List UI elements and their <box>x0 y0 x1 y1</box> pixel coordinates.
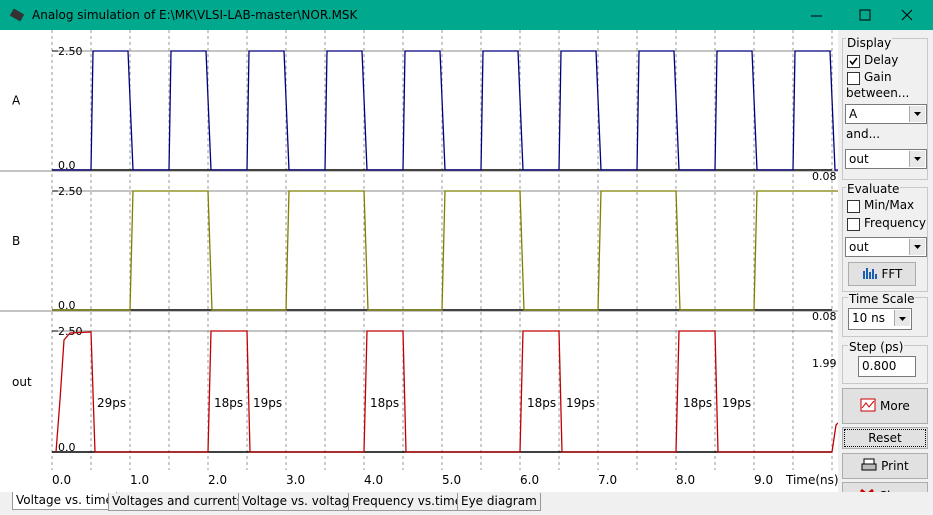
dropdown[interactable]: A <box>845 104 927 124</box>
button-label: Close <box>879 489 912 492</box>
time-tick-label: 6.0 <box>520 473 539 487</box>
dropdown[interactable]: out <box>845 237 927 257</box>
checkbox-label: Frequency <box>864 216 926 230</box>
min-label: 0.0 <box>58 299 76 312</box>
dropdown-value: A <box>849 107 858 121</box>
waveform <box>52 190 838 311</box>
time-tick-label: 9.0 <box>754 473 773 487</box>
side-panel: Display Delay Gain between... A and... o… <box>838 30 933 492</box>
tab[interactable]: Voltages and currents <box>108 493 248 511</box>
right-label: 0.08 <box>812 310 837 323</box>
checkbox-label: Gain <box>864 70 892 84</box>
time-tick-label: 2.0 <box>208 473 227 487</box>
max-label: 2.50 <box>58 325 83 338</box>
time-tick-label: 5.0 <box>442 473 461 487</box>
checkbox[interactable] <box>847 72 860 85</box>
time-tick-label: 3.0 <box>286 473 305 487</box>
group-title: Evaluate <box>846 182 901 196</box>
right-label: 1.99 <box>812 357 837 370</box>
checkbox[interactable] <box>847 55 860 68</box>
signal-name: out <box>12 375 32 389</box>
button-label: Print <box>881 459 909 473</box>
dropdown-value: out <box>849 240 869 254</box>
min-label: 0.0 <box>58 441 76 454</box>
max-label: 2.50 <box>58 185 83 198</box>
tab[interactable]: Voltage vs. time <box>12 492 117 510</box>
app-icon <box>9 8 25 22</box>
tab-bar: Voltage vs. time Voltages and currents Vol… <box>0 492 933 515</box>
checkbox[interactable] <box>847 200 860 213</box>
title-bar: Analog simulation of E:\MK\VLSI-LAB-mast… <box>0 0 933 30</box>
delay-annotation: 18ps <box>214 396 243 410</box>
button-label: More <box>880 399 910 413</box>
delay-annotation: 18ps <box>527 396 556 410</box>
time-tick-label: 7.0 <box>598 473 617 487</box>
waveform-plot: 2.50 0.0 0.08 A 2.50 0.0 0.08 B 2.50 0.0 1.99 out 0.… <box>0 30 838 492</box>
tab[interactable]: Eye diagram <box>457 493 541 511</box>
delay-annotation: 18ps <box>683 396 712 410</box>
tab[interactable]: Frequency vs.time <box>348 493 467 511</box>
delay-annotation: 19ps <box>566 396 595 410</box>
right-label: 0.08 <box>812 170 837 183</box>
more-button[interactable]: More <box>842 388 928 424</box>
time-axis-label: Time(ns) <box>785 473 838 487</box>
checkbox-label: Min/Max <box>864 198 915 212</box>
tab[interactable]: Voltage vs. voltage <box>238 493 361 511</box>
delay-annotation: 29ps <box>97 396 126 410</box>
signal-name: B <box>12 234 20 248</box>
step-input[interactable]: 0.800 <box>858 356 916 377</box>
dropdown[interactable]: out <box>845 149 927 169</box>
label: and... <box>846 127 881 141</box>
fft-button[interactable]: FFT <box>848 262 916 286</box>
min-label: 0.0 <box>58 159 76 172</box>
window-controls[interactable] <box>800 0 933 30</box>
checkbox[interactable] <box>847 218 860 231</box>
group-title: Display <box>846 36 893 50</box>
print-button[interactable]: Print <box>842 453 928 479</box>
delay-annotation: 19ps <box>722 396 751 410</box>
waveform <box>52 50 838 171</box>
label: between... <box>846 86 910 100</box>
dropdown-value: out <box>849 152 869 166</box>
close-button[interactable]: Close <box>842 482 928 492</box>
dropdown[interactable]: 10 ns <box>848 308 912 330</box>
button-label: FFT <box>881 267 903 281</box>
max-label: 2.50 <box>58 45 83 58</box>
window-title: Analog simulation of E:\MK\VLSI-LAB-mast… <box>32 8 358 22</box>
group-title: Step (ps) <box>848 340 905 354</box>
time-tick-label: 8.0 <box>676 473 695 487</box>
delay-annotation: 19ps <box>253 396 282 410</box>
reset-button[interactable]: Reset <box>842 427 928 449</box>
signal-name: A <box>12 94 21 108</box>
time-tick-label: 4.0 <box>364 473 383 487</box>
waveform <box>55 330 838 453</box>
input-value: 0.800 <box>862 359 897 373</box>
button-label: Reset <box>868 431 902 445</box>
time-tick-label: 0.0 <box>52 473 71 487</box>
checkbox-label: Delay <box>864 53 899 67</box>
group-title: Time Scale <box>848 292 916 306</box>
delay-annotation: 18ps <box>370 396 399 410</box>
dropdown-value: 10 ns <box>852 311 885 325</box>
time-tick-label: 1.0 <box>130 473 149 487</box>
